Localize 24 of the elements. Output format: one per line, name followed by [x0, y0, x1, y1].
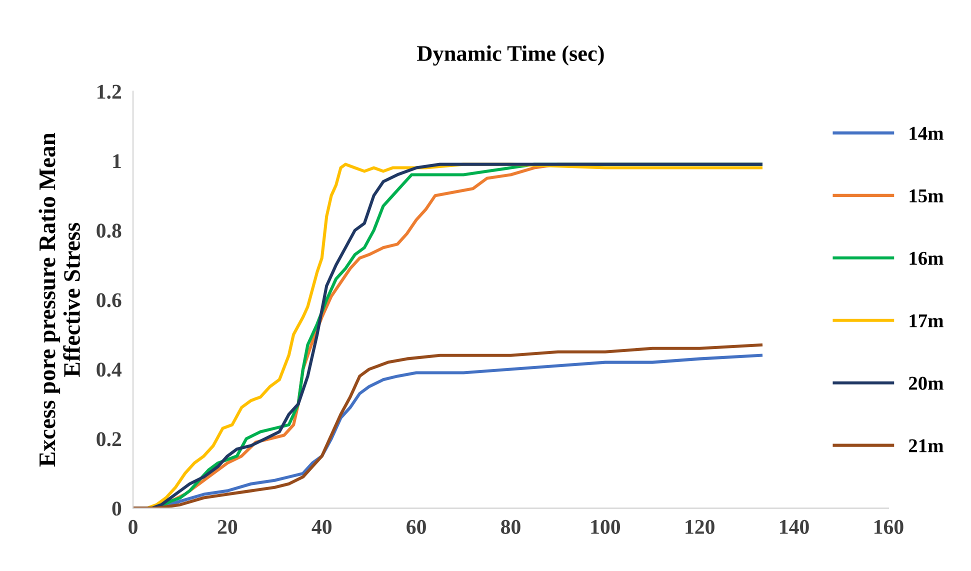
y-tick-label: 0.4 — [96, 362, 122, 377]
legend-label: 21m — [908, 439, 944, 452]
x-tick-label: 20 — [218, 520, 238, 534]
x-tick-label: 160 — [874, 520, 904, 534]
x-tick-label: 100 — [591, 520, 620, 534]
legend-label: 15m — [910, 189, 944, 202]
y-axis-title: Excess pore pressure Ratio Mean Effective Stress — [38, 132, 80, 467]
y-tick-label: 0.2 — [96, 432, 122, 446]
y-tick-label: 0 — [112, 502, 122, 516]
x-tick-label: 0 — [128, 520, 138, 534]
x-tick-label: 120 — [686, 520, 714, 534]
x-tick-label: 40 — [312, 520, 332, 534]
legend-label: 20m — [908, 376, 944, 390]
x-tick-label: 140 — [780, 520, 809, 534]
legend-label: 14m — [910, 126, 944, 140]
legend-label: 17m — [910, 314, 944, 328]
y-tick-label: 1.2 — [98, 84, 122, 99]
y-tick-label: 1 — [113, 154, 121, 168]
chart-title: Dynamic Time (sec) — [417, 45, 604, 66]
x-tick-label: 60 — [406, 520, 426, 534]
y-tick-label: 0.8 — [96, 224, 122, 238]
legend-label: 16m — [910, 252, 944, 265]
y-tick-label: 0.6 — [96, 293, 122, 308]
x-tick-label: 80 — [501, 520, 520, 534]
